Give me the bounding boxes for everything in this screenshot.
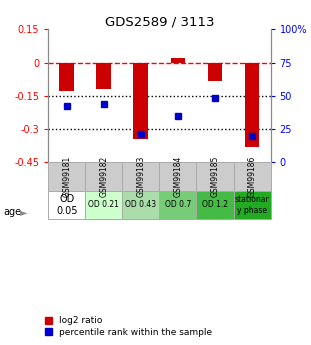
Text: age: age [3, 207, 21, 217]
Bar [234, 190, 271, 219]
Bar [159, 190, 197, 219]
Text: OD 1.2: OD 1.2 [202, 200, 228, 209]
Text: GSM99186: GSM99186 [248, 156, 257, 197]
Text: GSM99183: GSM99183 [136, 156, 145, 197]
Bar [59, 62, 74, 91]
Bar [207, 62, 222, 81]
Text: GSM99182: GSM99182 [99, 156, 108, 197]
Title: GDS2589 / 3113: GDS2589 / 3113 [104, 15, 214, 28]
Bar [48, 190, 85, 219]
Bar [197, 162, 234, 190]
Text: GSM99184: GSM99184 [174, 156, 183, 197]
Text: GSM99185: GSM99185 [211, 156, 220, 197]
Bar [234, 162, 271, 190]
Legend: log2 ratio, percentile rank within the sample: log2 ratio, percentile rank within the s… [45, 316, 212, 337]
Text: OD 0.43: OD 0.43 [125, 200, 156, 209]
Bar [122, 190, 159, 219]
Bar [159, 162, 197, 190]
Bar [197, 190, 234, 219]
Text: stationar
y phase: stationar y phase [235, 195, 269, 215]
Bar [85, 190, 122, 219]
Bar [85, 162, 122, 190]
Text: OD 0.7: OD 0.7 [165, 200, 191, 209]
Bar [170, 58, 185, 62]
Bar [133, 62, 148, 139]
Text: OD
0.05: OD 0.05 [56, 194, 77, 216]
Text: OD 0.21: OD 0.21 [88, 200, 119, 209]
Bar [96, 62, 111, 89]
Bar [48, 162, 85, 190]
Bar [245, 62, 259, 147]
Text: ►: ► [20, 207, 28, 217]
Text: GSM99181: GSM99181 [62, 156, 71, 197]
Bar [122, 162, 159, 190]
